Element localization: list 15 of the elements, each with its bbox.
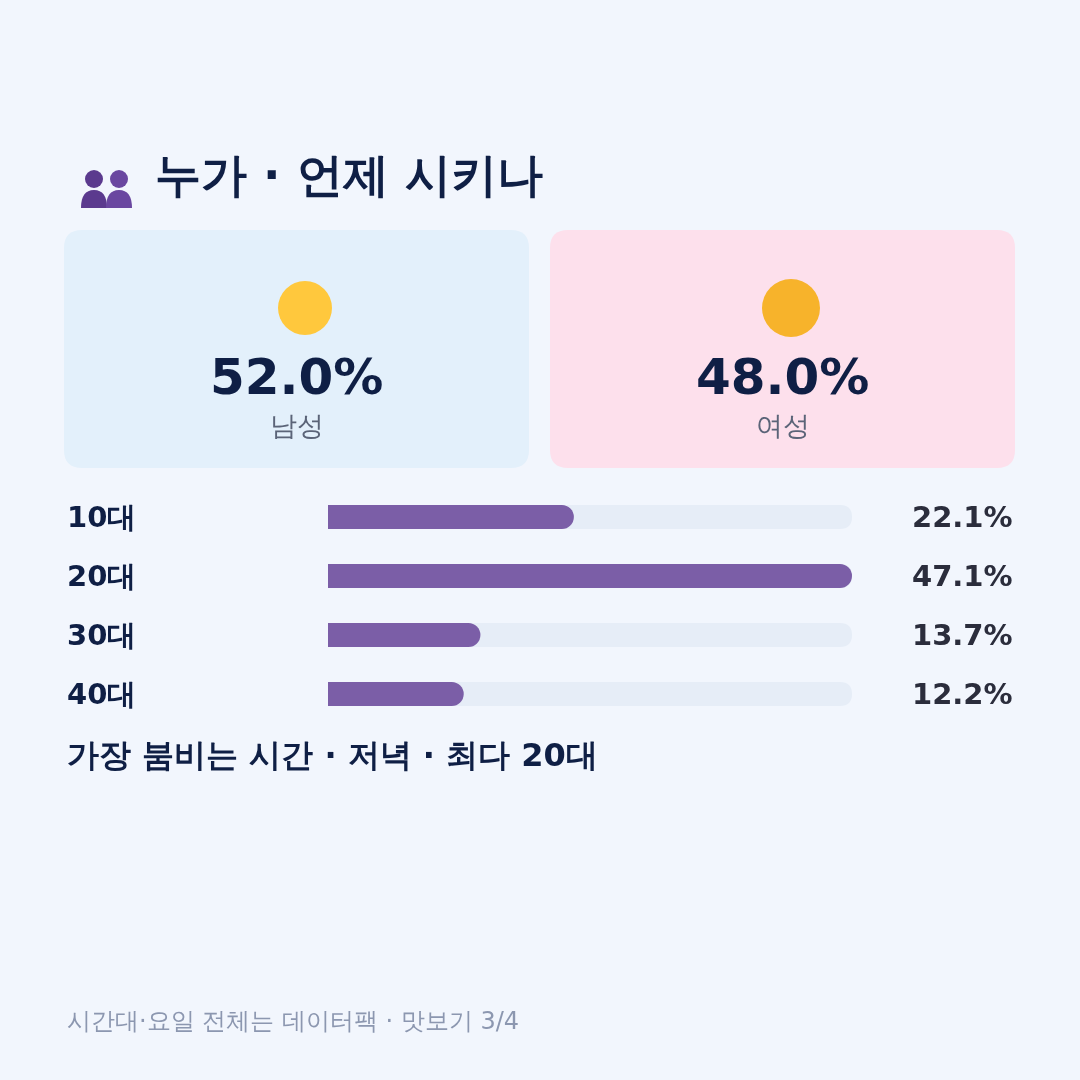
category-label: 남성 (270, 410, 324, 441)
text: 시간대·요일 전체는 데이터팩 · 맛보기 3/4 (67, 1007, 520, 1035)
data-label: 48.0% (696, 348, 870, 406)
data-label: 47.1% (912, 559, 1013, 593)
text: 누가 · 언제 시키나 (155, 148, 543, 203)
y-tick-label: 20대 (67, 559, 137, 593)
y-tick-label: 40대 (67, 677, 137, 711)
data-label: 52.0% (210, 348, 384, 406)
data-label: 12.2% (912, 677, 1013, 711)
data-label: 13.7% (912, 618, 1013, 652)
y-tick-label: 30대 (67, 618, 137, 652)
text: 가장 붐비는 시간 · 저녁 · 최다 20대 (67, 736, 598, 774)
y-tick-label: 10대 (67, 500, 137, 534)
data-label: 22.1% (912, 500, 1013, 534)
category-label: 여성 (756, 410, 810, 441)
